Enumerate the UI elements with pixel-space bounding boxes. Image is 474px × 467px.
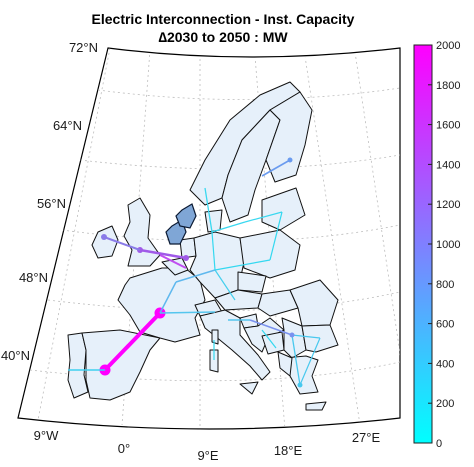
country-sicily [239,381,259,395]
country-greece [283,355,319,395]
lat-label-56n: 56°N [37,196,66,211]
colorbar-tick-label: 800 [436,279,454,291]
node-finland [287,157,293,163]
colorbar-tick-label: 1600 [436,120,460,132]
link-germany-austria [214,269,236,301]
lon-label-0: 0° [118,441,130,456]
map-title-line1: Electric Interconnection - Inst. Capacit… [92,11,355,27]
colorbar-tick-label: 400 [436,358,454,370]
country-baltics [261,187,306,231]
lon-label-27e: 27°E [352,430,381,445]
country-crete [305,401,327,411]
link-germany-poland [214,259,271,271]
country-sardinia [209,349,219,373]
link-serbia-greece [291,334,301,386]
link-baltic [244,211,283,223]
node-belgium [183,255,189,261]
colorbar-tick-label: 1000 [436,239,460,251]
colorbar-tick-label: 200 [436,398,454,410]
country-ireland [91,225,119,259]
link-uk-belgium [139,248,187,260]
link-france-germany [175,269,216,283]
colorbar-tick-label: 2000 [436,40,460,52]
link-croatia-bosnia [261,329,277,349]
colorbar-tick-label: 600 [436,319,454,331]
lon-label-9w: 9°W [34,428,59,443]
link-norway-denmark [204,187,213,233]
country-belgium [161,257,189,276]
link-uk-netherlands [159,254,187,269]
map-frame [17,47,401,430]
lat-label-64n: 64°N [53,118,82,133]
colorbar-tick-label: 1400 [436,159,460,171]
north-sea-offshore-hexes [165,203,197,245]
link-ireland-uk [103,236,141,251]
link-france-belgium [159,281,177,314]
link-france-italy [159,311,216,314]
colorbar-tick-label: 1200 [436,199,460,211]
node-serbia [289,332,295,338]
lat-label-40n: 40°N [1,348,30,363]
link-slovenia-serbia [249,319,293,336]
link-serbia-bulgaria [291,334,321,339]
link-spain-france [103,311,162,372]
node-ireland [101,234,107,240]
interconnection-links [68,157,321,388]
country-uk [123,197,161,267]
link-poland-baltic [269,211,283,261]
country-spain [81,329,161,401]
land-masses [67,81,339,411]
link-germany-center [211,231,216,271]
lon-label-18e: 18°E [274,443,303,458]
country-poland [239,229,301,279]
country-corsica [211,329,219,345]
lat-label-48n: 48°N [19,270,48,285]
country-bosnia [261,331,285,355]
link-greece-bulgaria [299,337,321,386]
country-netherlands [179,237,197,259]
colorbar-tick-label: 0 [436,438,442,450]
map-title-line2: ∆2030 to 2050 : MW [158,29,288,45]
lat-label-72n: 72°N [69,40,98,55]
colorbar-ticks: 0 200 400 600 800 1000 1200 1400 1600 1800 2000 [428,40,460,450]
lon-label-9e: 9°E [197,448,218,463]
country-finland [265,91,313,183]
country-albania-macedonia [277,351,293,377]
link-sweden-finland [261,159,291,177]
node-greece [297,382,303,388]
country-denmark [204,209,223,233]
country-hungary [257,289,299,317]
country-romania [289,279,339,327]
link-denmark-sweden [211,221,246,233]
colorbar-tick-label: 1800 [436,80,460,92]
country-czechia [237,271,267,293]
country-france [117,267,206,343]
